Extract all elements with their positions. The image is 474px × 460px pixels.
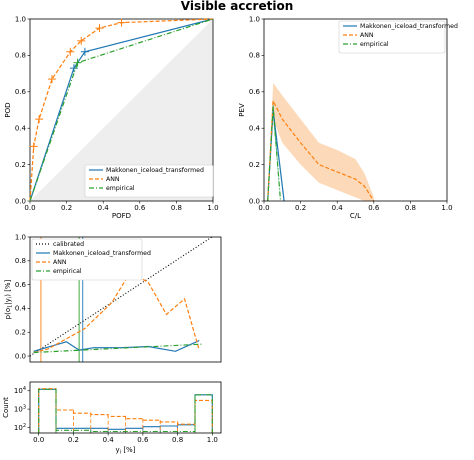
- x-axis-label-part: [%]: [121, 446, 136, 454]
- legend-box: [84, 164, 214, 198]
- y-axis-label-part: i: [8, 297, 14, 298]
- reliability-series-line: [29, 236, 213, 357]
- x-tick-label: 0.2: [61, 204, 72, 212]
- legend-label: empirical: [53, 268, 82, 275]
- x-axis-label: C/L: [350, 212, 361, 220]
- x-tick-label: 0.0: [24, 204, 35, 212]
- x-tick-label: 0.6: [137, 436, 149, 444]
- y-tick-exponent: 3: [23, 404, 26, 410]
- figure-title: Visible accretion: [181, 0, 293, 13]
- reliability-series-line: [33, 271, 200, 354]
- x-tick-label: 1.0: [441, 204, 452, 212]
- y-tick-base: 10: [14, 387, 23, 395]
- y-tick-base: 10: [14, 405, 23, 413]
- y-tick-label: 1.0: [15, 15, 26, 23]
- y-tick-label: 0.8: [15, 52, 26, 60]
- x-axis-label: yi [%]: [116, 446, 136, 456]
- y-tick-label: 1.0: [15, 233, 26, 241]
- x-axis-label: POFD: [112, 212, 131, 220]
- y-tick-label: 102: [14, 423, 26, 432]
- y-tick-label: 104: [14, 386, 26, 395]
- roc-series-line: [29, 18, 214, 202]
- y-tick-label: 0.4: [15, 125, 27, 133]
- y-axis-label: Count: [2, 397, 10, 418]
- y-tick-label: 0.2: [249, 161, 260, 169]
- y-axis-label: POD: [4, 102, 12, 117]
- legend-box: [31, 238, 143, 281]
- x-tick-label: 0.8: [405, 204, 416, 212]
- x-tick-label: 0.6: [368, 204, 380, 212]
- y-tick-label: 0.4: [249, 125, 261, 133]
- x-tick-label: 0.4: [98, 204, 110, 212]
- legend-label: Makkonen_iceload_transformed: [53, 250, 151, 257]
- y-tick-label: 1.0: [249, 15, 260, 23]
- y-tick-label: 0.2: [15, 161, 26, 169]
- y-tick-exponent: 4: [23, 386, 26, 392]
- x-tick-label: 0.0: [258, 204, 269, 212]
- count-histogram-step: [38, 388, 213, 433]
- y-tick-label: 0.8: [15, 257, 26, 265]
- legend-label: ANN: [360, 32, 374, 39]
- x-axis-label-part: y: [116, 446, 120, 454]
- reliability-series-line: [33, 340, 200, 352]
- y-tick-label: 0.6: [15, 88, 27, 96]
- y-tick-base: 10: [14, 424, 23, 432]
- count-histogram-step: [38, 388, 213, 433]
- x-tick-label: 0.4: [332, 204, 344, 212]
- pev-chart: 0.0 0.2 0.4 0.6 0.8 1.0 0.0 0.2 0.4 0.6 0.8 1.0 C/L P…: [238, 15, 458, 220]
- y-tick-label: 0.4: [15, 305, 27, 313]
- x-tick-label: 0.4: [103, 436, 115, 444]
- x-tick-label: 0.0: [33, 436, 44, 444]
- y-tick-label: 0.6: [15, 281, 27, 289]
- legend-box: [338, 20, 446, 54]
- pev-series-line: [267, 106, 282, 202]
- reliability-frame: [29, 236, 222, 363]
- legend-label: ANN: [106, 176, 120, 183]
- reliability-series-line: [33, 343, 203, 354]
- no-skill-region: [30, 19, 213, 201]
- x-tick-label: 1.0: [207, 204, 218, 212]
- x-tick-label: 0.2: [295, 204, 306, 212]
- legend-label: empirical: [360, 41, 389, 48]
- legend-label: ANN: [53, 259, 67, 266]
- y-axis-label-part: |y: [4, 298, 12, 305]
- x-tick-label: 0.8: [172, 436, 183, 444]
- x-tick-label: 0.2: [68, 436, 79, 444]
- pev-uncertainty-band: [267, 82, 374, 201]
- y-axis-label-part: p(o: [4, 308, 12, 319]
- y-tick-label: 0.2: [15, 329, 26, 337]
- x-tick-label: 0.8: [171, 204, 182, 212]
- legend-label: calibrated: [53, 241, 84, 248]
- y-tick-exponent: 2: [23, 423, 26, 429]
- y-tick-label: 103: [14, 404, 26, 413]
- legend-label: empirical: [106, 185, 135, 192]
- roc-series-line: [29, 18, 214, 202]
- legend-label: Makkonen_iceload_transformed: [360, 23, 458, 30]
- y-axis-label-part: 1: [8, 305, 14, 308]
- reliability-chart: 0.0 0.2 0.4 0.6 0.8 1.0 p(o1|yi) [%] calibrated…: [4, 233, 222, 363]
- y-axis-label: p(o1|yi) [%]: [4, 279, 14, 319]
- x-axis-label-part: i: [120, 450, 121, 456]
- y-tick-label: 0.0: [249, 197, 260, 205]
- count-frame: [29, 381, 222, 434]
- pev-frame: [263, 18, 448, 202]
- y-axis-label: PEV: [238, 103, 246, 117]
- legend-label: Makkonen_iceload_transformed: [106, 167, 204, 174]
- y-tick-label: 0.0: [15, 352, 26, 360]
- y-tick-label: 0.6: [249, 88, 261, 96]
- y-axis-label-part: ) [%]: [4, 279, 12, 296]
- roc-chart: 0.0 0.2 0.4 0.6 0.8 1.0 0.0 0.2 0.4 0.6 0.8 1.0 POFD…: [4, 15, 219, 220]
- x-tick-label: 0.6: [134, 204, 146, 212]
- x-tick-label: 1.0: [207, 436, 218, 444]
- y-tick-label: 0.0: [15, 197, 26, 205]
- y-tick-label: 0.8: [249, 52, 260, 60]
